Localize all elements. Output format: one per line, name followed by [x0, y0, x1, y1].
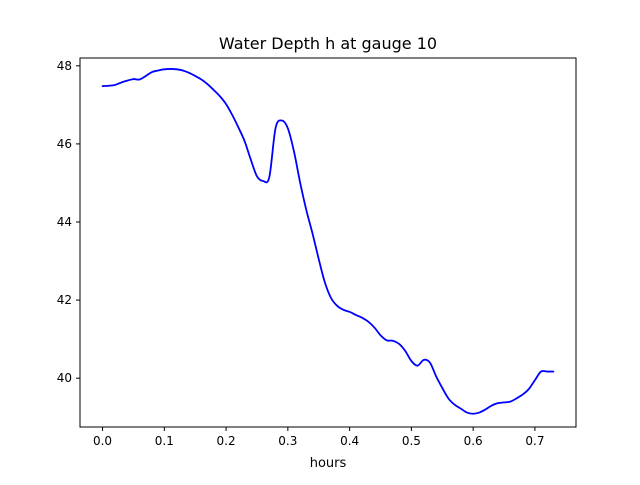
y-tick-label: 44 — [57, 215, 72, 229]
x-axis-label: hours — [310, 456, 347, 471]
x-tick-label: 0.4 — [340, 434, 359, 448]
chart-title: Water Depth h at gauge 10 — [219, 34, 437, 53]
x-tick-label: 0.3 — [278, 434, 297, 448]
y-tick-label: 40 — [57, 371, 72, 385]
y-tick-label: 46 — [57, 137, 72, 151]
series-line-1 — [101, 68, 555, 415]
x-tick-label: 0.5 — [402, 434, 421, 448]
y-tick-label: 42 — [57, 293, 72, 307]
plot-area: 0.0 0.1 0.2 0.3 0.4 0.5 0.6 0.7 40 42 44 46 48 — [57, 57, 577, 448]
y-tick-label: 48 — [57, 59, 72, 73]
x-tick-label: 0.0 — [93, 434, 112, 448]
x-tick-label: 0.6 — [464, 434, 483, 448]
axes-frame — [79, 57, 577, 428]
x-tick-label: 0.2 — [217, 434, 236, 448]
x-tick-label: 0.1 — [155, 434, 174, 448]
x-tick-label: 0.7 — [525, 434, 544, 448]
